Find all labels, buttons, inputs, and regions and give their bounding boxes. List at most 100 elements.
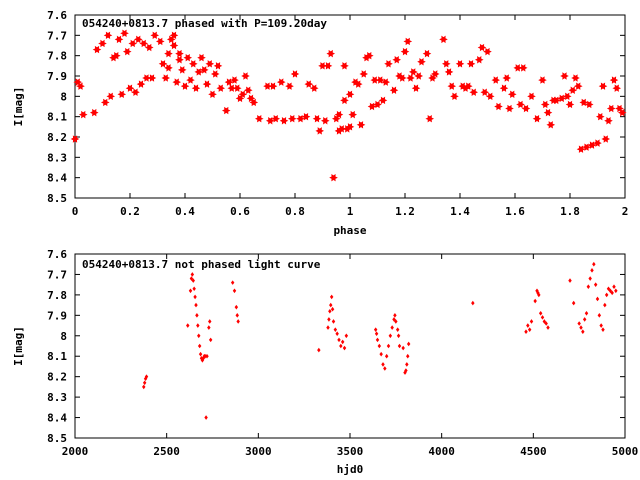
y-tick-label: 7.7: [47, 268, 67, 281]
data-point: [546, 325, 550, 330]
data-point: [70, 135, 80, 143]
data-point: [586, 284, 591, 290]
data-point: [599, 323, 603, 328]
data-point: [595, 296, 600, 302]
data-point: [587, 141, 597, 149]
plot-frame: [74, 253, 626, 439]
data-point: [507, 90, 517, 99]
data-point: [383, 366, 387, 371]
data-point: [403, 37, 413, 46]
data-point: [502, 74, 512, 82]
data-point: [210, 70, 220, 78]
y-tick-label: 7.7: [47, 29, 67, 42]
y-axis-label: I[mag]: [12, 87, 25, 127]
unphased-light-curve-chart: 2000 2500 3000 3500 4000 4500 5000 7.6 7.7 7.8 7.9…: [12, 248, 638, 476]
data-point: [516, 100, 525, 109]
data-point: [544, 321, 548, 326]
data-point: [144, 374, 149, 379]
data-point: [345, 123, 355, 131]
data-point: [133, 35, 143, 44]
data-point: [334, 110, 344, 119]
data-point: [318, 62, 327, 70]
x-tick-label: 0.6: [230, 205, 250, 218]
x-tick-label: 2500: [153, 445, 180, 458]
data-point: [265, 117, 275, 125]
data-point: [571, 300, 576, 306]
y-tick-label: 8.1: [47, 111, 67, 124]
data-point: [469, 88, 479, 96]
y-tick-label: 8.2: [47, 371, 67, 384]
x-axis-label: hjd0: [337, 463, 364, 476]
data-point: [195, 313, 199, 318]
data-point: [232, 84, 242, 92]
data-point: [370, 76, 380, 84]
data-point: [595, 112, 605, 121]
data-point: [588, 276, 592, 281]
data-point: [562, 92, 572, 101]
data-point: [199, 66, 209, 74]
y-tick-label: 7.6: [47, 248, 67, 261]
data-point: [527, 327, 532, 332]
data-point: [494, 102, 503, 111]
data-point: [326, 49, 336, 58]
data-point: [356, 121, 366, 129]
data-point: [191, 278, 195, 283]
data-point: [144, 43, 154, 52]
y-tick-label: 7.8: [47, 289, 67, 302]
data-point: [213, 62, 223, 70]
data-point: [169, 31, 179, 40]
y-tick-label: 8.3: [47, 391, 67, 404]
data-point: [290, 70, 300, 78]
data-point: [521, 104, 531, 113]
data-point: [535, 288, 539, 294]
x-tick-label: 0.2: [120, 205, 140, 218]
data-point: [579, 98, 589, 107]
data-point: [447, 82, 457, 90]
data-point: [172, 78, 182, 86]
data-point: [386, 343, 391, 349]
data-point: [568, 278, 572, 283]
data-point: [207, 325, 211, 330]
data-point: [375, 337, 380, 343]
data-point: [122, 47, 132, 56]
y-axis-label: I[mag]: [12, 326, 25, 366]
data-point: [533, 298, 537, 304]
data-point: [203, 353, 207, 359]
y-tick-label: 8.4: [47, 172, 67, 185]
phased-light-curve-chart: 0 0.2 0.4 0.6 0.8 1 1.2 1.4 1.6 1.8 2 7.6 7.7 7.8 7.9 8…: [12, 9, 628, 237]
data-point: [100, 98, 110, 107]
data-point: [393, 313, 397, 318]
data-point: [208, 90, 217, 99]
data-point: [329, 294, 334, 300]
data-point: [373, 327, 378, 332]
data-point: [474, 56, 484, 64]
data-point: [526, 323, 530, 328]
data-point: [125, 84, 135, 92]
data-point: [335, 331, 339, 337]
data-point: [593, 139, 602, 147]
data-point: [401, 345, 405, 351]
data-point: [394, 319, 398, 324]
data-point: [117, 90, 127, 99]
x-tick-label: 5000: [612, 445, 639, 458]
x-tick-label: 2: [622, 205, 629, 218]
data-point: [505, 104, 514, 113]
data-point: [111, 51, 121, 60]
data-point: [604, 292, 609, 298]
data-point: [359, 70, 369, 78]
data-point: [198, 351, 203, 357]
data-point: [243, 86, 253, 94]
x-tick-label: 1: [347, 205, 354, 218]
data-point: [326, 325, 330, 330]
data-point: [543, 108, 553, 117]
data-point: [169, 41, 179, 50]
data-point: [610, 290, 614, 296]
data-point: [147, 74, 157, 82]
x-tick-label: 4500: [520, 445, 547, 458]
data-point: [396, 333, 401, 339]
data-point: [186, 323, 190, 328]
data-point: [78, 110, 88, 119]
data-point: [208, 337, 213, 343]
data-point: [230, 280, 235, 285]
data-point: [329, 302, 333, 308]
